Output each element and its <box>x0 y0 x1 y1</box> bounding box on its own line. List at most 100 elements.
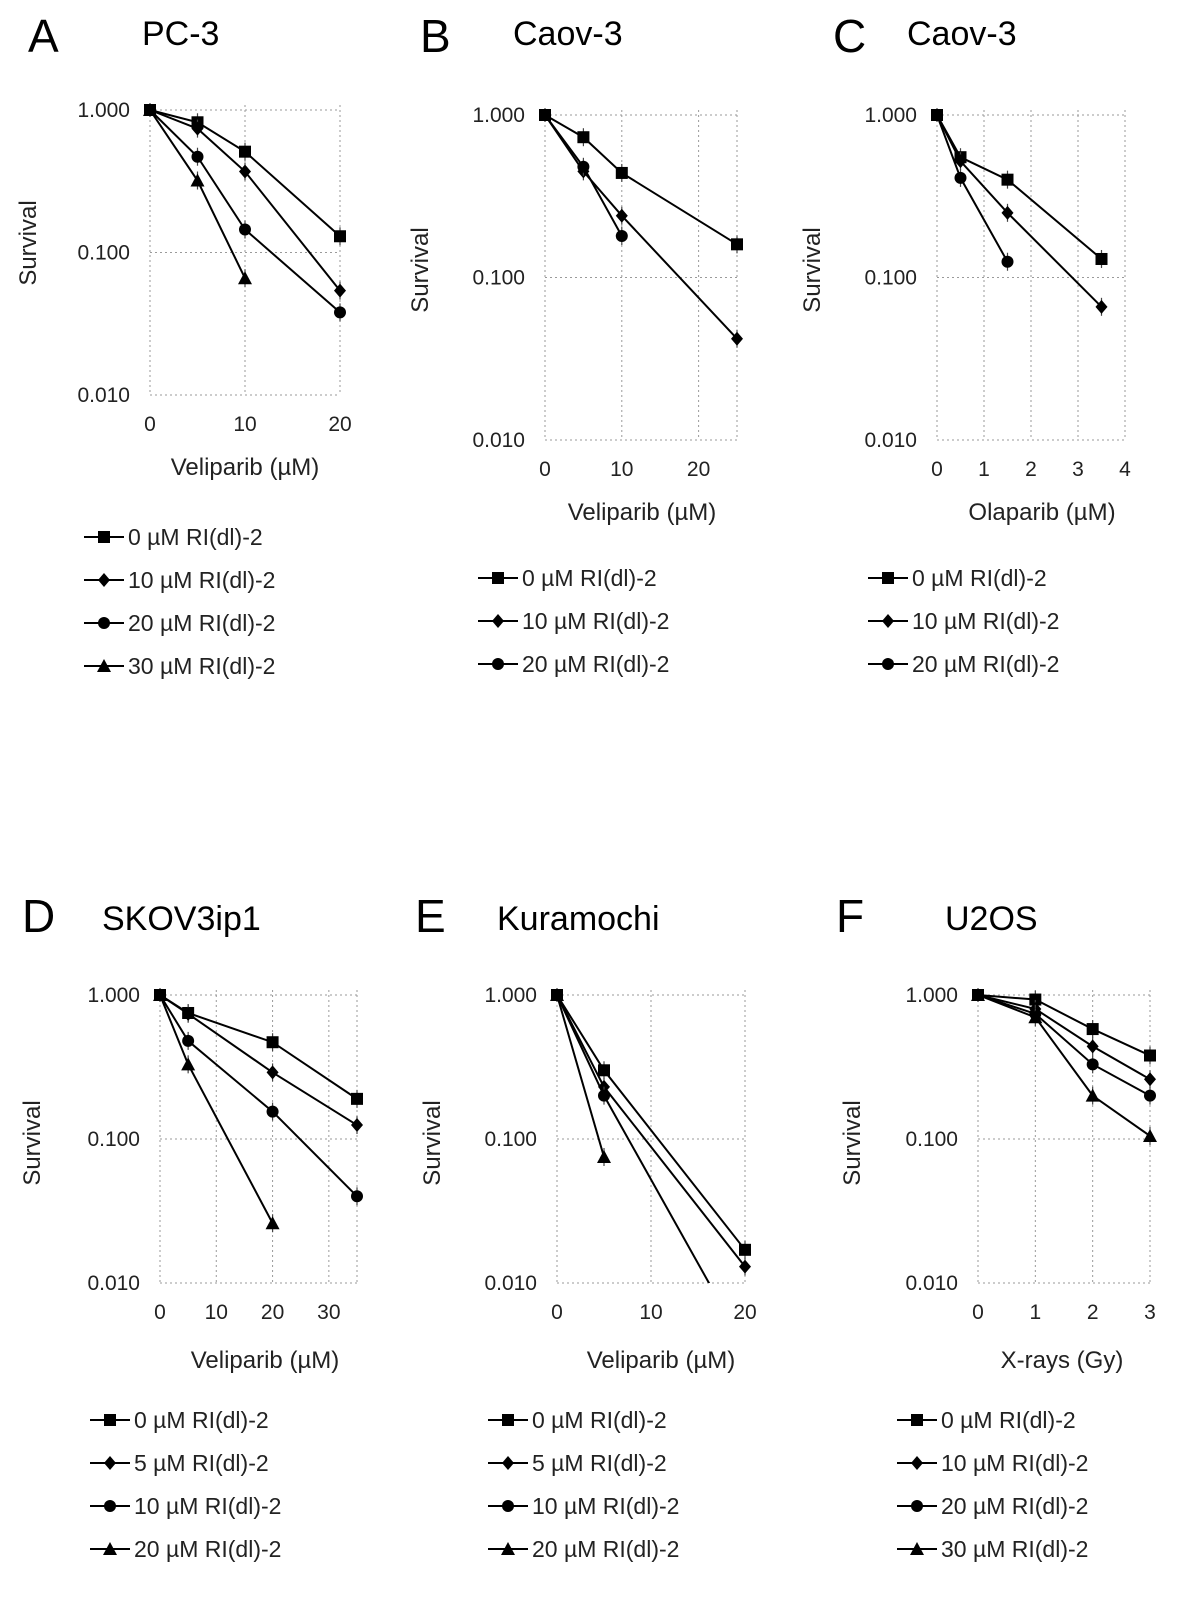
legend-label: 10 µM RI(dl)-2 <box>941 1450 1088 1476</box>
legend-marker-square <box>911 1414 923 1426</box>
legend-marker-triangle <box>910 1542 924 1555</box>
data-point-circle <box>351 1190 363 1203</box>
series-3 <box>539 109 628 246</box>
legend-label: 10 µM RI(dl)-2 <box>522 608 669 634</box>
x-axis-label: Veliparib (µM) <box>171 454 320 481</box>
data-point-diamond <box>739 1259 751 1274</box>
x-tick-label: 0 <box>931 458 943 481</box>
chart-title: SKOV3ip1 <box>102 900 261 938</box>
series-4 <box>143 103 252 288</box>
data-point-diamond <box>1095 299 1108 314</box>
data-point-diamond <box>351 1118 363 1133</box>
series-line <box>977 994 1151 1137</box>
data-point-triangle <box>238 271 252 285</box>
legend-label: 0 µM RI(dl)-2 <box>522 565 657 591</box>
data-point-diamond <box>182 1006 195 1021</box>
x-tick-label: 10 <box>639 1301 662 1324</box>
series-line <box>149 109 341 314</box>
panel-a: A PC-3 0.010 0.100 1.000 0 10 20 Survival Velipar… <box>15 10 352 679</box>
y-tick-label: 0.100 <box>905 1128 958 1151</box>
y-tick-label: 1.000 <box>87 984 140 1007</box>
legend-label: 5 µM RI(dl)-2 <box>134 1450 269 1476</box>
data-point-circle <box>1086 1058 1099 1071</box>
data-point-circle <box>334 306 346 319</box>
y-axis-label: Survival <box>799 227 826 312</box>
x-axis-label: Veliparib (µM) <box>587 1347 736 1374</box>
data-point-triangle <box>971 988 985 1001</box>
data-point-circle <box>615 230 628 243</box>
data-point-triangle <box>1028 1010 1043 1024</box>
panel-letter: B <box>420 10 451 62</box>
series-line <box>544 114 738 340</box>
series-1 <box>539 109 743 254</box>
legend-marker-circle <box>502 1500 514 1512</box>
x-tick-label: 0 <box>551 1301 563 1324</box>
chart-title: PC-3 <box>142 15 219 53</box>
legend-item: 0 µM RI(dl)-2 <box>488 1407 667 1433</box>
legend-item: 0 µM RI(dl)-2 <box>897 1407 1076 1433</box>
data-point-diamond <box>191 121 204 136</box>
y-tick-label: 1.000 <box>484 984 537 1007</box>
data-point-circle <box>239 223 251 236</box>
data-point-square <box>577 131 590 144</box>
y-axis-label: Survival <box>15 200 42 285</box>
chart-title: Caov-3 <box>513 15 623 53</box>
data-point-circle <box>598 1089 610 1102</box>
x-tick-label: 10 <box>205 1301 228 1324</box>
x-tick-label: 20 <box>687 458 710 481</box>
series-1 <box>551 989 751 1259</box>
legend-label: 0 µM RI(dl)-2 <box>134 1407 269 1433</box>
data-point-square <box>239 145 251 158</box>
y-axis-label: Survival <box>407 227 434 312</box>
legend-label: 30 µM RI(dl)-2 <box>128 653 275 679</box>
series-3 <box>144 104 346 322</box>
y-tick-label: 0.010 <box>864 429 917 452</box>
legend-item: 30 µM RI(dl)-2 <box>84 653 275 679</box>
legend-item: 5 µM RI(dl)-2 <box>488 1450 667 1476</box>
chart-title: U2OS <box>945 900 1038 938</box>
x-tick-label: 0 <box>539 458 551 481</box>
data-point-square <box>1095 252 1108 265</box>
data-point-circle <box>577 160 590 173</box>
series-2 <box>539 108 743 348</box>
series-line <box>977 994 1151 1081</box>
data-point-square <box>615 166 628 179</box>
series-line <box>556 994 605 1158</box>
y-tick-label: 0.010 <box>77 384 130 407</box>
series-3 <box>972 989 1156 1105</box>
legend-marker-square <box>492 572 504 584</box>
legend-marker-triangle <box>97 659 111 672</box>
legend-marker-circle <box>98 617 110 629</box>
x-tick-label: 2 <box>1025 458 1037 481</box>
legend-marker-diamond <box>104 1456 116 1470</box>
x-tick-label: 20 <box>261 1301 284 1324</box>
legend-label: 10 µM RI(dl)-2 <box>912 608 1059 634</box>
panel-letter: F <box>836 890 864 942</box>
y-tick-label: 0.010 <box>905 1272 958 1295</box>
legend-label: 20 µM RI(dl)-2 <box>941 1493 1088 1519</box>
y-axis-label: Survival <box>839 1100 866 1185</box>
data-point-triangle <box>143 103 157 116</box>
legend-label: 20 µM RI(dl)-2 <box>912 651 1059 677</box>
series-1 <box>154 989 363 1108</box>
legend-item: 30 µM RI(dl)-2 <box>897 1536 1088 1562</box>
x-tick-label: 10 <box>233 413 256 436</box>
x-tick-label: 0 <box>154 1301 166 1324</box>
y-tick-label: 1.000 <box>472 104 525 127</box>
x-tick-label: 3 <box>1144 1301 1156 1324</box>
series-line <box>977 994 1151 1097</box>
legend-item: 0 µM RI(dl)-2 <box>90 1407 269 1433</box>
legend-marker-diamond <box>882 614 894 628</box>
legend-item: 20 µM RI(dl)-2 <box>84 610 275 636</box>
data-point-diamond <box>1001 205 1014 220</box>
legend-marker-circle <box>104 1500 116 1512</box>
legend-label: 30 µM RI(dl)-2 <box>941 1536 1088 1562</box>
legend-item: 10 µM RI(dl)-2 <box>897 1450 1088 1476</box>
legend-label: 0 µM RI(dl)-2 <box>532 1407 667 1433</box>
data-point-diamond <box>615 208 628 223</box>
x-tick-label: 10 <box>610 458 633 481</box>
x-axis-label: Veliparib (µM) <box>191 1347 340 1374</box>
legend-label: 20 µM RI(dl)-2 <box>128 610 275 636</box>
series-4 <box>971 988 1157 1145</box>
